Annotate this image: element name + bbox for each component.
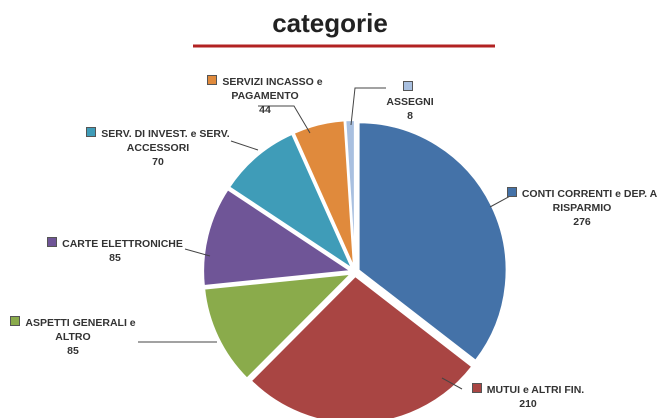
- data-label: SERVIZI INCASSO e PAGAMENTO 44: [195, 75, 335, 117]
- category-label: CARTE ELETTRONICHE: [62, 238, 183, 250]
- legend-swatch: [402, 81, 413, 91]
- category-label-row: MUTUI e ALTRI FIN.: [458, 383, 598, 397]
- value-label: 70: [152, 156, 164, 168]
- category-label-row: ASSEGNI: [380, 81, 440, 109]
- category-label-row: CONTI CORRENTI e DEP. A RISPARMIO: [506, 187, 658, 215]
- pie-slice: [203, 272, 355, 380]
- data-label: MUTUI e ALTRI FIN. 210: [458, 383, 598, 411]
- legend-swatch: [207, 75, 218, 85]
- leader-line: [230, 140, 259, 151]
- category-label-row: CARTE ELETTRONICHE: [40, 237, 190, 251]
- data-label: CONTI CORRENTI e DEP. A RISPARMIO 276: [506, 187, 658, 229]
- category-label-row: ASPETTI GENERALI e ALTRO: [8, 316, 138, 344]
- pie-slice: [357, 121, 508, 363]
- category-label: MUTUI e ALTRI FIN.: [486, 384, 585, 396]
- leader-line: [258, 105, 311, 134]
- chart-title: categorie: [272, 8, 388, 38]
- pie-slice: [202, 187, 355, 288]
- value-label: 85: [109, 252, 121, 264]
- value-label: 85: [67, 345, 79, 357]
- value-label: 276: [573, 216, 591, 228]
- category-label: SERV. DI INVEST. e SERV. ACCESSORI: [101, 128, 230, 154]
- leader-line: [489, 194, 513, 208]
- pie-slice: [249, 274, 474, 418]
- pie-slice: [344, 119, 356, 269]
- legend-swatch: [86, 127, 97, 137]
- data-label: ASPETTI GENERALI e ALTRO 85: [8, 316, 138, 358]
- data-label: ASSEGNI 8: [380, 81, 440, 123]
- leader-line: [184, 248, 211, 257]
- value-label: 210: [519, 398, 537, 410]
- legend-swatch: [471, 383, 482, 393]
- legend-swatch: [47, 237, 58, 247]
- legend-swatch: [10, 316, 21, 326]
- category-label: ASSEGNI: [386, 96, 434, 108]
- data-label: SERV. DI INVEST. e SERV. ACCESSORI 70: [78, 127, 238, 169]
- category-label-row: SERV. DI INVEST. e SERV. ACCESSORI: [78, 127, 238, 155]
- category-label: CONTI CORRENTI e DEP. A RISPARMIO: [521, 188, 658, 214]
- value-label: 8: [407, 110, 413, 122]
- category-label-row: SERVIZI INCASSO e PAGAMENTO: [195, 75, 335, 103]
- legend-swatch: [506, 187, 517, 197]
- pie-slice: [227, 132, 355, 272]
- leader-line: [441, 377, 463, 390]
- leader-line: [350, 87, 386, 126]
- data-label: CARTE ELETTRONICHE 85: [40, 237, 190, 265]
- value-label: 44: [259, 104, 271, 116]
- category-label: ASPETTI GENERALI e ALTRO: [25, 317, 136, 343]
- category-label: SERVIZI INCASSO e PAGAMENTO: [222, 76, 323, 102]
